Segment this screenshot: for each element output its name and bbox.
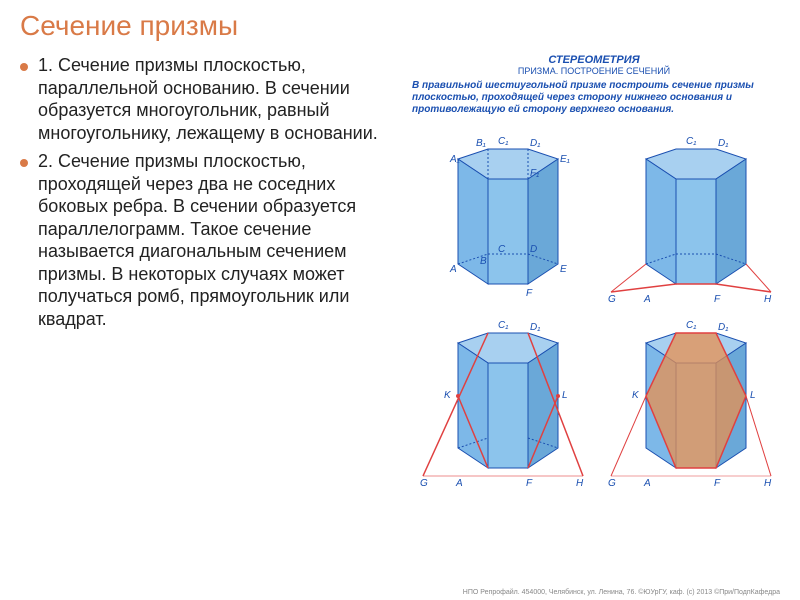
vertex-label: G bbox=[608, 294, 616, 304]
vertex-label: G bbox=[420, 478, 428, 488]
vertex-label: C₁ bbox=[686, 320, 696, 331]
diagram-column: СТЕРЕОМЕТРИЯ ПРИЗМА. ПОСТРОЕНИЕ СЕЧЕНИЙ … bbox=[408, 54, 780, 488]
prism-diagram-2: C₁ D₁ G A F H bbox=[596, 124, 776, 304]
vertex-label: H bbox=[576, 478, 584, 488]
vertex-label: B₁ bbox=[476, 138, 486, 149]
vertex-label: L bbox=[750, 390, 756, 401]
vertex-label: C₁ bbox=[498, 320, 508, 331]
vertex-label: C bbox=[498, 244, 506, 255]
item-text: 1. Сечение призмы плоскостью, параллельн… bbox=[38, 54, 400, 144]
slide-title: Сечение призмы bbox=[20, 10, 780, 42]
task-text: В правильной шестиугольной призме постро… bbox=[408, 80, 780, 116]
vertex-label: G bbox=[608, 478, 616, 488]
vertex-label: F bbox=[714, 294, 721, 304]
prism-diagram-4: C₁ D₁ K L G A F H bbox=[596, 308, 776, 488]
vertex-label: K bbox=[632, 390, 640, 401]
vertex-label: F bbox=[714, 478, 721, 488]
vertex-label: D₁ bbox=[530, 322, 540, 333]
vertex-label: B bbox=[480, 256, 487, 267]
vertex-label: C₁ bbox=[686, 136, 696, 147]
vertex-label: A bbox=[449, 264, 457, 275]
vertex-label: F₁ bbox=[530, 168, 539, 179]
vertex-label: F bbox=[526, 478, 533, 488]
prism-diagram-3: C₁ D₁ K L G A F H bbox=[408, 308, 588, 488]
content-row: 1. Сечение призмы плоскостью, параллельн… bbox=[20, 54, 780, 488]
item-text: 2. Сечение призмы плоскостью, проходящей… bbox=[38, 150, 400, 330]
bullet-icon bbox=[20, 159, 28, 167]
bullet-list: 1. Сечение призмы плоскостью, параллельн… bbox=[20, 54, 400, 330]
vertex-label: L bbox=[562, 390, 568, 401]
footer-text: НПО Репрофайл. 454000, Челябинск, ул. Ле… bbox=[463, 589, 780, 596]
vertex-label: A bbox=[643, 294, 651, 304]
vertex-label: K bbox=[444, 390, 452, 401]
vertex-label: D₁ bbox=[530, 138, 540, 149]
bullet-icon bbox=[20, 63, 28, 71]
vertex-label: F bbox=[526, 288, 533, 299]
vertex-label: D₁ bbox=[718, 322, 728, 333]
text-column: 1. Сечение призмы плоскостью, параллельн… bbox=[20, 54, 400, 488]
vertex-label: D₁ bbox=[718, 138, 728, 149]
prism-grid: A₁ B₁ C₁ D₁ E₁ F₁ A B C D E F bbox=[408, 124, 780, 488]
list-item: 2. Сечение призмы плоскостью, проходящей… bbox=[20, 150, 400, 330]
vertex-label: E₁ bbox=[560, 154, 570, 165]
vertex-label: E bbox=[560, 264, 567, 275]
diagram-header: СТЕРЕОМЕТРИЯ ПРИЗМА. ПОСТРОЕНИЕ СЕЧЕНИЙ … bbox=[408, 54, 780, 116]
header-stereo: СТЕРЕОМЕТРИЯ bbox=[408, 54, 780, 66]
list-item: 1. Сечение призмы плоскостью, параллельн… bbox=[20, 54, 400, 144]
vertex-label: A₁ bbox=[449, 154, 460, 165]
header-sub: ПРИЗМА. ПОСТРОЕНИЕ СЕЧЕНИЙ bbox=[408, 66, 780, 76]
prism-diagram-1: A₁ B₁ C₁ D₁ E₁ F₁ A B C D E F bbox=[408, 124, 588, 304]
vertex-label: D bbox=[530, 244, 537, 255]
vertex-label: H bbox=[764, 478, 772, 488]
vertex-label: A bbox=[643, 478, 651, 488]
vertex-label: C₁ bbox=[498, 136, 508, 147]
vertex-label: A bbox=[455, 478, 463, 488]
vertex-label: H bbox=[764, 294, 772, 304]
